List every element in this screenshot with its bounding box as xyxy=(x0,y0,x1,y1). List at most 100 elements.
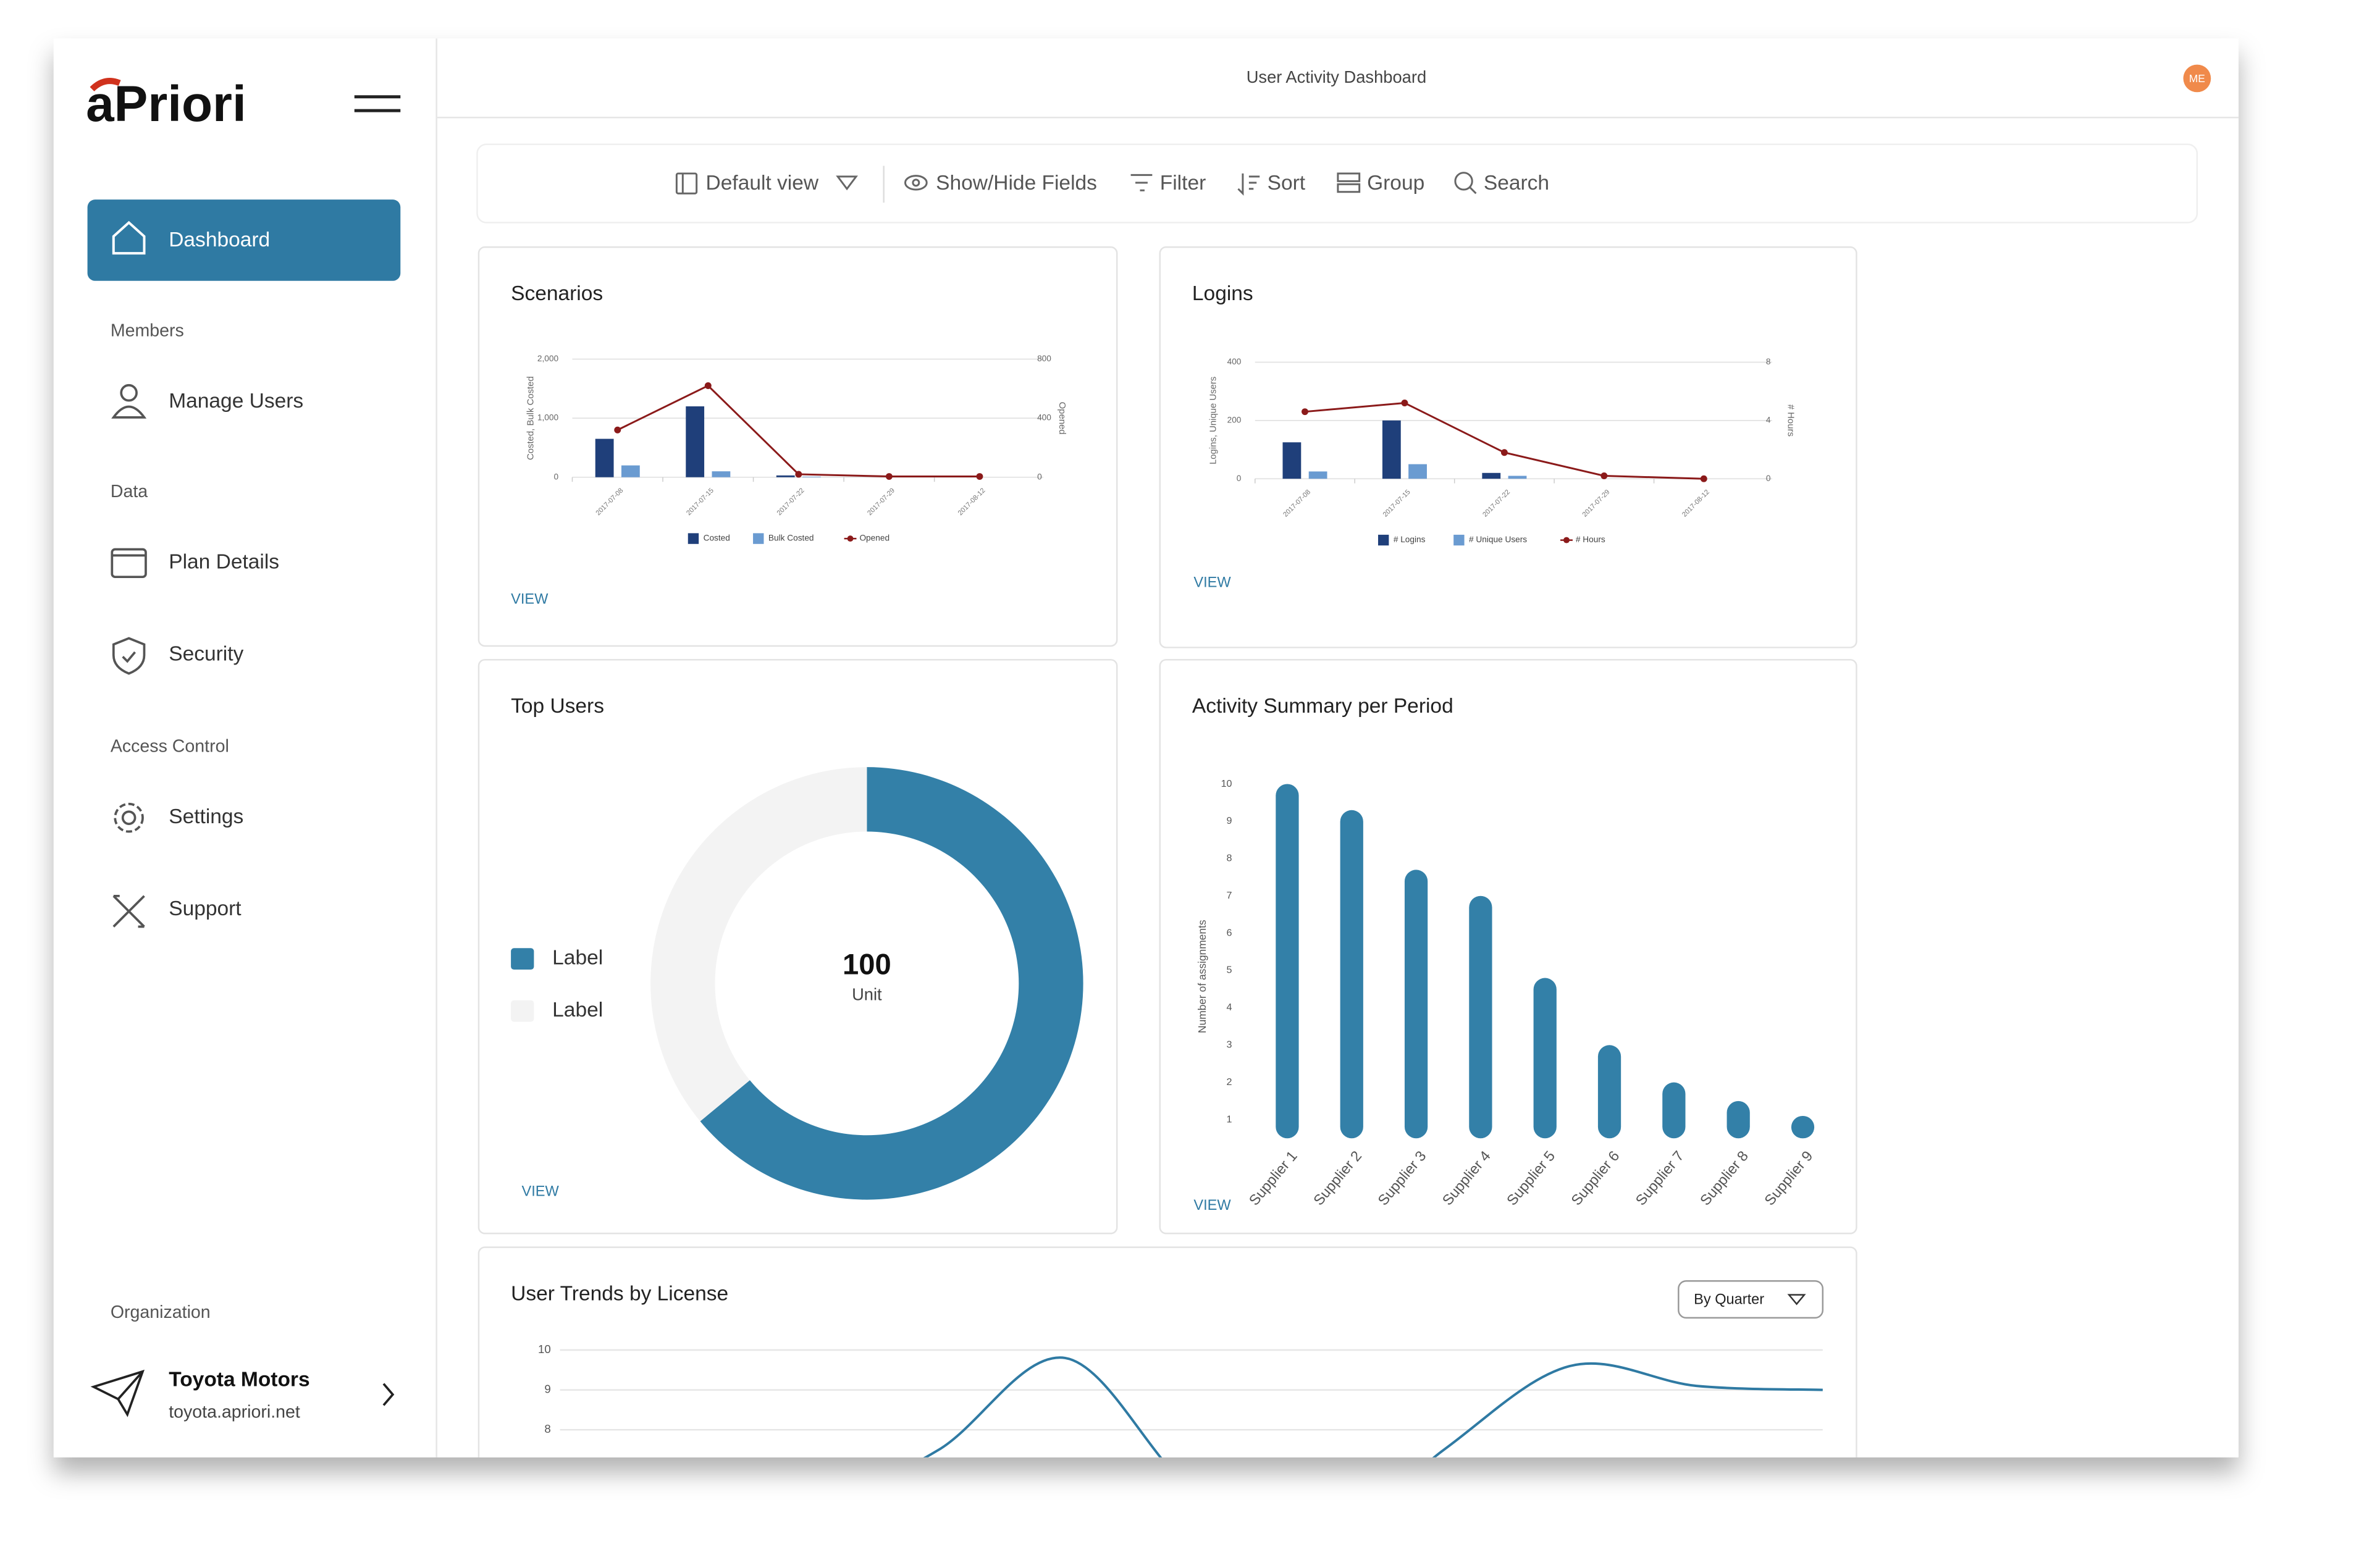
view-link[interactable]: VIEW xyxy=(1193,574,1231,590)
avatar[interactable] xyxy=(2183,64,2211,93)
y-tick-label: 400 xyxy=(1227,357,1242,366)
card: Top Users VIEW 100 Unit Label Label xyxy=(477,659,1118,1235)
y2-tick-label: 800 xyxy=(1037,354,1051,363)
card-title: Top Users xyxy=(511,695,604,718)
y-tick-label: 8 xyxy=(544,1422,550,1435)
icon-home xyxy=(112,220,146,255)
legend-label: Opened xyxy=(859,534,890,543)
bar xyxy=(621,465,640,477)
nav-item[interactable]: Plan Details xyxy=(169,551,279,574)
legend-label: Bulk Costed xyxy=(768,534,814,543)
bar xyxy=(1382,420,1401,479)
bar xyxy=(1404,870,1428,1139)
card-title: Logins xyxy=(1192,282,1253,305)
donut-center-unit: Unit xyxy=(852,984,882,1004)
bar xyxy=(712,471,731,477)
bar xyxy=(1791,1116,1815,1139)
y2-tick-label: 400 xyxy=(1037,413,1051,422)
legend-swatch xyxy=(511,948,534,970)
nav-item[interactable]: Manage Users xyxy=(169,390,303,413)
y-tick-label: 2 xyxy=(1227,1076,1232,1088)
toolbar-item[interactable]: Sort xyxy=(1268,172,1306,195)
legend-swatch xyxy=(1563,537,1570,543)
card-frame xyxy=(1159,246,1857,648)
dropdown-label[interactable]: By Quarter xyxy=(1694,1291,1764,1307)
y-tick-label: 5 xyxy=(1227,965,1232,976)
legend-label: Costed xyxy=(704,534,730,543)
toolbar-item[interactable]: Filter xyxy=(1160,172,1206,195)
nav-item[interactable]: Security xyxy=(169,643,243,666)
legend-label: Label xyxy=(552,947,603,970)
card-title: Activity Summary per Period xyxy=(1192,695,1453,718)
card-title: Scenarios xyxy=(511,282,603,305)
dropdown-caret xyxy=(1787,1294,1806,1306)
card-frame xyxy=(1159,659,1857,1235)
nav-section: Access Control xyxy=(111,736,229,756)
card-frame xyxy=(477,246,1118,647)
y-tick-label: 200 xyxy=(1227,415,1242,424)
menu-toggle[interactable] xyxy=(354,95,401,112)
line-point xyxy=(614,426,621,434)
bar xyxy=(776,475,795,477)
toolbar-item[interactable]: Group xyxy=(1367,172,1424,195)
y-tick-label: 8 xyxy=(1227,853,1232,864)
view-link[interactable]: VIEW xyxy=(511,591,549,607)
bar xyxy=(1662,1082,1686,1139)
line-point xyxy=(1401,400,1408,406)
line-point xyxy=(1500,449,1508,456)
view-link[interactable]: VIEW xyxy=(522,1183,560,1199)
y-tick-label: 0 xyxy=(1237,474,1242,483)
nav-section: Members xyxy=(111,321,184,340)
legend-swatch xyxy=(1453,534,1465,546)
nav-item-active[interactable]: Dashboard xyxy=(169,228,270,251)
card: Logins VIEW 0 200 400 0 4 8 Logins, Unique Users… xyxy=(1159,246,1857,648)
bar xyxy=(686,406,705,477)
y-tick-label: 6 xyxy=(1227,927,1232,938)
org-name[interactable]: Toyota Motors xyxy=(169,1369,309,1391)
line-series xyxy=(923,1356,1823,1457)
toolbar-item[interactable]: Search xyxy=(1484,172,1549,195)
line-point xyxy=(976,473,983,480)
donut-center-value: 100 xyxy=(843,949,891,981)
bar xyxy=(1408,464,1427,479)
nav-icons xyxy=(90,384,395,1417)
bar xyxy=(1276,784,1299,1139)
y2-axis-label: Opened xyxy=(1057,402,1067,435)
avatar-initials: ME xyxy=(2189,72,2205,85)
nav-item[interactable]: Settings xyxy=(169,805,243,828)
nav-item[interactable]: Support xyxy=(169,897,242,920)
toolbar-item[interactable]: Default view xyxy=(706,172,819,195)
legend-swatch xyxy=(847,535,854,542)
nav-section: Data xyxy=(111,482,148,501)
dropdown[interactable] xyxy=(1678,1280,1824,1319)
y-tick-label: 10 xyxy=(538,1343,551,1356)
card-title: User Trends by License xyxy=(511,1282,728,1305)
donut-segment xyxy=(650,767,867,1121)
toolbar-item[interactable]: Show/Hide Fields xyxy=(936,172,1097,195)
legend-label: # Unique Users xyxy=(1469,535,1527,544)
line-point xyxy=(1302,408,1308,416)
legend-label: # Hours xyxy=(1576,535,1605,544)
view-link[interactable]: VIEW xyxy=(1193,1197,1231,1213)
org-label: Organization xyxy=(111,1302,211,1322)
y-tick-label: 9 xyxy=(544,1383,550,1396)
bar xyxy=(1340,810,1363,1139)
bar xyxy=(1508,476,1527,479)
y-axis-label: Logins, Unique Users xyxy=(1209,377,1219,464)
y2-tick-label: 4 xyxy=(1766,415,1771,424)
y-tick-label: 9 xyxy=(1227,815,1232,826)
y2-tick-label: 8 xyxy=(1766,357,1771,366)
logo-swoosh xyxy=(90,78,121,91)
bar xyxy=(595,438,614,477)
bar xyxy=(1469,895,1492,1139)
legend-swatch xyxy=(511,1000,534,1022)
y2-tick-label: 0 xyxy=(1037,472,1042,481)
bar xyxy=(1282,442,1302,479)
line-point xyxy=(704,382,712,389)
nav-active[interactable] xyxy=(87,199,401,281)
line-point xyxy=(1600,472,1608,479)
logo: aPriori xyxy=(86,76,246,132)
y2-tick-label: 0 xyxy=(1766,474,1771,483)
